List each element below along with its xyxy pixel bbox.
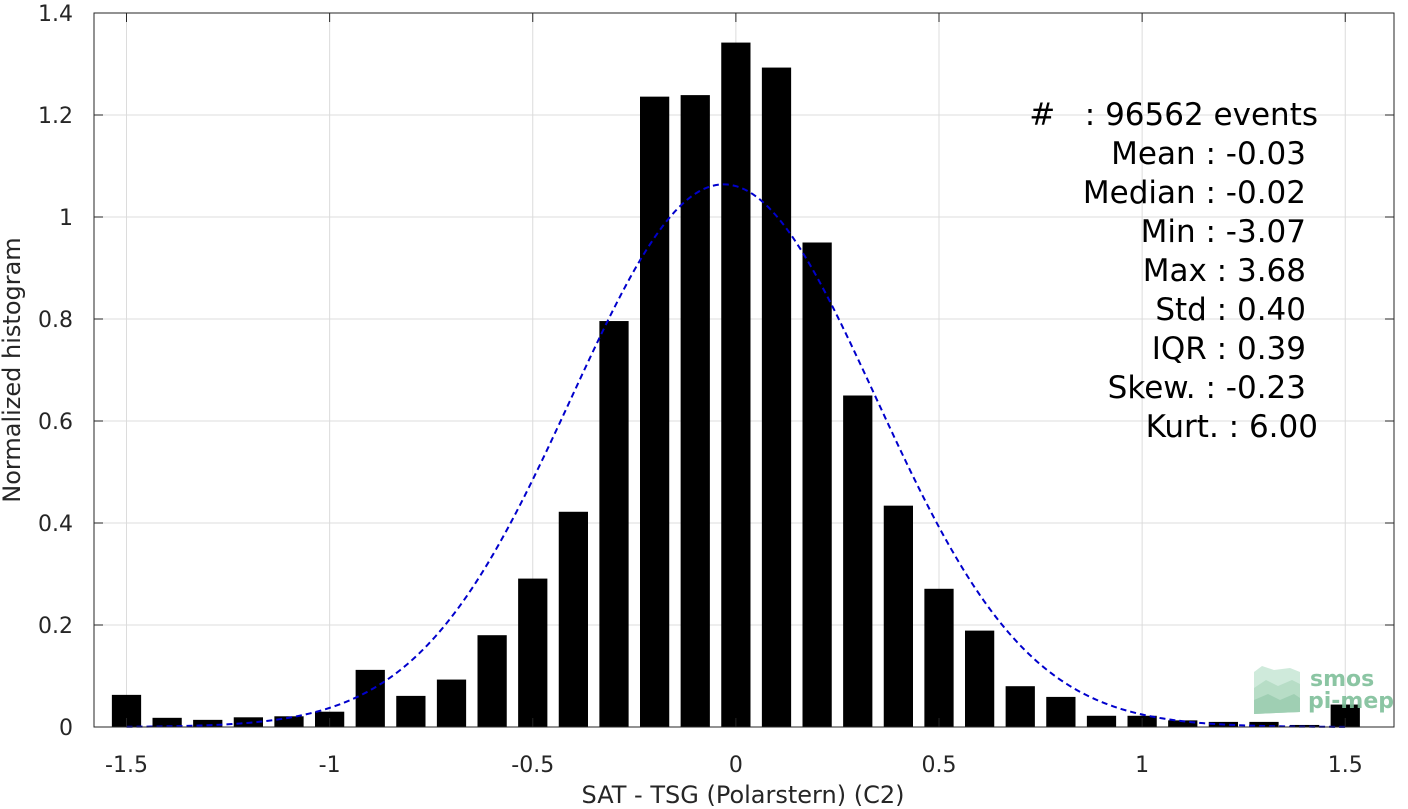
plot-frame — [93, 12, 1395, 728]
histogram-bar — [518, 578, 548, 727]
x-tick-label: 1 — [1135, 753, 1149, 778]
histogram-bar — [355, 669, 385, 727]
histogram-bar — [1330, 704, 1360, 727]
normal-fit-curve — [126, 183, 1346, 728]
y-tick-label: 1.4 — [38, 2, 73, 27]
histogram-bar — [924, 588, 954, 727]
y-axis-label: Normalized histogram — [0, 237, 26, 502]
logo-line-1: smos — [1310, 667, 1374, 692]
histogram-bar — [1168, 720, 1198, 727]
histogram-bars — [111, 42, 1360, 728]
histogram-bar — [558, 511, 588, 727]
histogram-bar — [883, 505, 913, 727]
x-tick-label: -0.5 — [511, 753, 554, 778]
histogram-bar — [274, 716, 304, 727]
histogram-bar — [965, 630, 995, 727]
x-axis-label: SAT - TSG (Polarstern) (C2) — [582, 781, 905, 809]
histogram-bar — [1086, 715, 1117, 727]
stats-line: # : 96562 events — [1029, 97, 1318, 133]
y-tick-labels: 0 0.2 0.4 0.6 0.8 1 1.2 1.4 — [38, 2, 73, 741]
y-tick-label: 1.2 — [38, 104, 73, 129]
histogram-bar — [1046, 696, 1076, 727]
y-tick-label: 0.2 — [38, 614, 73, 639]
stats-line: Skew. : -0.23 — [1108, 370, 1306, 406]
histogram-bar — [396, 695, 426, 727]
histogram-bar — [1005, 686, 1035, 727]
stats-line: Max : 3.68 — [1143, 253, 1306, 289]
histogram-bar — [761, 67, 792, 727]
histogram-bar — [721, 42, 751, 727]
histogram-bar — [599, 321, 629, 727]
y-tick-label: 0.4 — [38, 512, 73, 537]
stats-line: Std : 0.40 — [1155, 292, 1306, 328]
histogram-bar — [152, 717, 182, 727]
x-tick-label: -1.5 — [105, 753, 148, 778]
histogram-bar — [843, 395, 873, 727]
smos-pimep-logo: smos pi-mep — [1254, 666, 1394, 714]
x-tick-label: 0.5 — [922, 753, 957, 778]
histogram-bar — [193, 719, 223, 727]
stats-line: IQR : 0.39 — [1152, 331, 1306, 367]
histogram-bar — [1249, 721, 1279, 727]
x-tick-label: 0 — [729, 753, 743, 778]
x-tick-label: -1 — [319, 753, 341, 778]
histogram-bar — [640, 96, 670, 727]
histogram-bar — [802, 242, 832, 727]
stats-line: Min : -3.07 — [1141, 214, 1306, 250]
x-tick-labels: -1.5 -1 -0.5 0 0.5 1 1.5 — [105, 753, 1363, 778]
y-tick-label: 0.8 — [38, 308, 73, 333]
logo-line-2: pi-mep — [1308, 689, 1394, 714]
y-tick-label: 1 — [59, 206, 73, 231]
y-tick-label: 0 — [59, 716, 73, 741]
axis-ticks — [94, 12, 1394, 728]
logo-mark-icon — [1254, 666, 1300, 714]
stats-line: Median : -0.02 — [1083, 175, 1306, 211]
y-tick-label: 0.6 — [38, 410, 73, 435]
x-tick-label: 1.5 — [1328, 753, 1363, 778]
histogram-bar — [477, 635, 507, 727]
stats-line: Kurt. : 6.00 — [1146, 409, 1318, 445]
histogram-bar — [680, 95, 710, 728]
histogram-bar — [436, 679, 467, 727]
stats-line: Mean : -0.03 — [1111, 136, 1306, 172]
